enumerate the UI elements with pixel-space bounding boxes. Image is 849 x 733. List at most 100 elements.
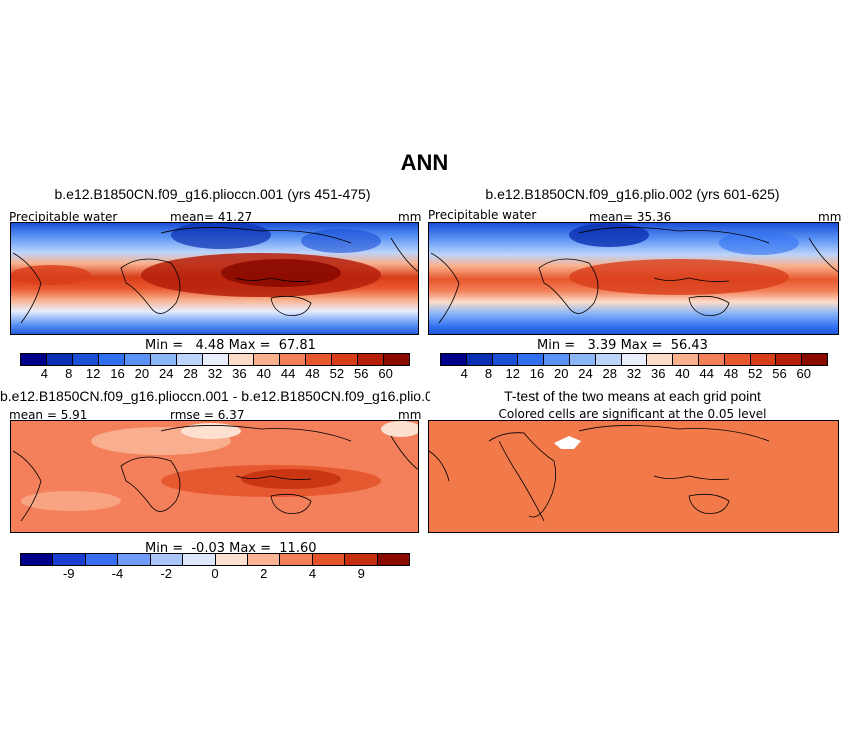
panel1-variable-label: Precipitable water [9, 210, 118, 224]
panel1-colorbar-tick: 52 [329, 366, 345, 381]
panel2-title: b.e12.B1850CN.f09_g16.plio.002 (yrs 601-… [485, 186, 780, 202]
panel3-colorbar-swatch [21, 554, 54, 565]
panel2-minmax: Min = 3.39 Max = 56.43 [537, 338, 708, 353]
panel3-colorbar-swatch [215, 554, 248, 565]
panel1-colorbar-swatch [254, 354, 281, 365]
panel2-colorbar-swatch [621, 354, 648, 365]
panel1-colorbar-swatch [72, 354, 99, 365]
panel1-colorbar-swatch [228, 354, 255, 365]
panel1-colorbar-tick: 24 [159, 366, 174, 381]
panel1-colorbar-swatch [280, 354, 307, 365]
panel2-colorbar-swatch [750, 354, 777, 365]
panel2-colorbar-swatch [802, 354, 827, 365]
panel1-colorbar-tick: 40 [256, 366, 271, 381]
panel2-colorbar-tick: 24 [578, 366, 593, 381]
panel3-colorbar-tick: -4 [111, 566, 124, 581]
panel2-colorbar-tick: 36 [651, 366, 666, 381]
panel2-colorbar-tick: 60 [796, 366, 811, 381]
panel2-colorbar-tick: 48 [723, 366, 739, 381]
panel3-colorbar-swatch [247, 554, 281, 565]
panel1-mean-label: mean= 41.27 [170, 210, 253, 224]
panel2-colorbar-swatch [544, 354, 570, 365]
panel1-colorbar-swatch [46, 354, 73, 365]
panel2-colorbar-tick: 20 [554, 366, 569, 381]
panel2-colorbar-swatch [441, 354, 467, 365]
panel1-map [10, 222, 419, 335]
panel2-colorbar-swatch [647, 354, 674, 365]
panel2-colorbar-swatch [673, 354, 699, 365]
panel1-colorbar-swatch [384, 354, 410, 365]
panel2-colorbar-ticks: 4 8 12 16 20 24 28 32 36 40 44 48 52 56 60 [440, 366, 828, 382]
panel1-colorbar-tick: 60 [378, 366, 393, 381]
panel1-colorbar-swatch [98, 354, 125, 365]
panel3-title: b.e12.B1850CN.f09_g16.plioccn.001 - b.e1… [0, 388, 430, 404]
panel3-colorbar-swatch [377, 554, 410, 565]
panel3-colorbar-ticks: -9 -4 -2 0 2 4 9 [20, 566, 410, 582]
panel1-colorbar-tick: 44 [280, 366, 296, 381]
panel1-colorbar-swatch [306, 354, 333, 365]
panel2-colorbar-tick: 12 [505, 366, 520, 381]
panel3-colorbar [20, 553, 410, 566]
panel1-colorbar-swatch [21, 354, 47, 365]
panel3-colorbar-swatch [85, 554, 119, 565]
panel1-minmax: Min = 4.48 Max = 67.81 [145, 338, 316, 353]
panel2-colorbar-tick: 8 [484, 366, 493, 381]
panel3-minmax: Min = -0.03 Max = 11.60 [145, 541, 317, 556]
panel2-colorbar-tick: 40 [675, 366, 690, 381]
panel1-colorbar-swatch [358, 354, 385, 365]
panel2-colorbar-swatch [776, 354, 803, 365]
panel1-colorbar-ticks: 4 8 12 16 20 24 28 32 36 40 44 48 52 56 60 [20, 366, 410, 382]
panel3-colorbar-swatch [118, 554, 151, 565]
panel2-colorbar-swatch [492, 354, 519, 365]
panel2-mean-label: mean= 35.36 [589, 210, 672, 224]
main-title: ANN [400, 150, 449, 175]
panel3-colorbar-tick: 2 [260, 566, 268, 581]
panel2-colorbar-swatch [698, 354, 725, 365]
panel4-title: T-test of the two means at each grid poi… [504, 388, 761, 404]
panel2-colorbar-tick: 28 [602, 366, 617, 381]
panel3-colorbar-swatch [345, 554, 378, 565]
panel3-colorbar-swatch [53, 554, 86, 565]
panel1-colorbar-swatch [150, 354, 177, 365]
panel1-colorbar-tick: 32 [207, 366, 223, 381]
panel2-variable-label: Precipitable water [428, 208, 537, 222]
panel2-colorbar-tick: 52 [748, 366, 763, 381]
panel4-map [428, 420, 839, 533]
panel1-colorbar-tick: 28 [183, 366, 198, 381]
panel1-colorbar-tick: 56 [354, 366, 369, 381]
panel2-colorbar-swatch [569, 354, 596, 365]
panel1-units: mm [398, 210, 422, 224]
panel1-colorbar-tick: 36 [232, 366, 247, 381]
panel3-map [10, 420, 419, 533]
panel1-colorbar-swatch [202, 354, 229, 365]
panel1-colorbar-swatch [124, 354, 151, 365]
panel1-colorbar-tick: 48 [305, 366, 320, 381]
panel1-colorbar-tick: 8 [65, 366, 73, 381]
panel2-colorbar-swatch [595, 354, 622, 365]
panel1-colorbar-tick: 12 [85, 366, 101, 381]
panel1-colorbar-tick: 4 [40, 366, 48, 381]
panel2-colorbar-swatch [724, 354, 751, 365]
panel2-colorbar-tick: 32 [626, 366, 642, 381]
panel3-units: mm [398, 408, 422, 422]
panel3-colorbar-swatch [280, 554, 313, 565]
panel3-mean-label: mean = 5.91 [9, 408, 88, 422]
ttest-fill [429, 421, 838, 532]
panel2-colorbar-tick: 16 [529, 366, 545, 381]
panel4-subtitle: Colored cells are significant at the 0.0… [498, 407, 767, 421]
panel3-colorbar-tick: -9 [62, 566, 75, 581]
panel2-colorbar [440, 353, 828, 366]
panel1-colorbar [20, 353, 410, 366]
panel3-colorbar-tick: 9 [357, 566, 365, 581]
panel3-colorbar-swatch [312, 554, 346, 565]
panel1-colorbar-tick: 20 [134, 366, 150, 381]
panel1-colorbar-tick: 16 [110, 366, 125, 381]
panel2-colorbar-tick: 4 [460, 366, 468, 381]
panel3-colorbar-swatch [183, 554, 216, 565]
panel1-colorbar-swatch [332, 354, 359, 365]
panel3-colorbar-tick: -2 [160, 566, 173, 581]
panel2-units: mm [818, 210, 842, 224]
panel3-rmse-label: rmse = 6.37 [170, 408, 245, 422]
nonsignificant-region [554, 436, 581, 449]
panel1-title: b.e12.B1850CN.f09_g16.plioccn.001 (yrs 4… [54, 186, 371, 202]
